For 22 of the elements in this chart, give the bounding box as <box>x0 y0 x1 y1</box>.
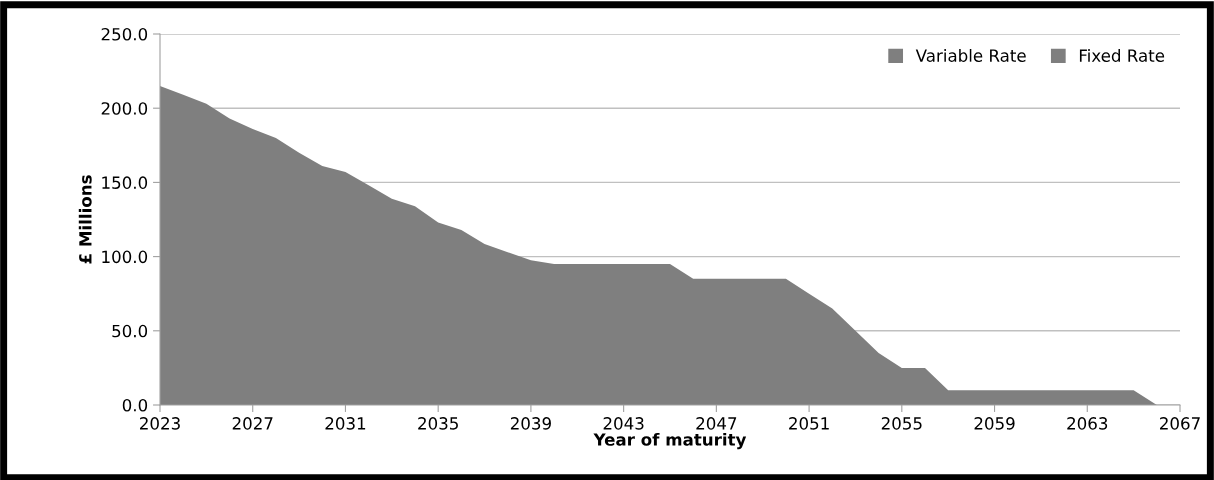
x-tick-label: 2035 <box>418 417 458 430</box>
x-tick-label: 2031 <box>325 417 366 430</box>
x-tick-label: 2067 <box>1160 417 1200 430</box>
y-tick-label: 0.0 <box>122 398 148 412</box>
y-tick-label: 50.0 <box>112 324 148 338</box>
x-tick-label: 2023 <box>140 417 180 430</box>
x-axis-title: Year of maturity <box>593 432 747 450</box>
y-tick-label: 200.0 <box>101 102 148 115</box>
x-tick-label: 2047 <box>696 417 737 430</box>
x-tick-label: 2059 <box>974 417 1015 430</box>
x-tick-label: 2063 <box>1067 417 1108 430</box>
y-axis-title: £ Millions <box>78 175 92 264</box>
x-tick-label: 2027 <box>232 417 273 430</box>
y-tick-label: 150.0 <box>102 176 148 189</box>
x-tick-label: 2055 <box>881 417 922 430</box>
x-tick-label: 2039 <box>510 417 551 430</box>
x-tick-label: 2043 <box>603 417 644 430</box>
legend-label: Variable Rate <box>915 49 1026 62</box>
y-tick-label: 250.0 <box>101 27 148 41</box>
x-tick-label: 2051 <box>789 417 829 430</box>
y-tick-label: 100.0 <box>102 250 148 264</box>
legend-label: Fixed Rate <box>1079 49 1165 62</box>
